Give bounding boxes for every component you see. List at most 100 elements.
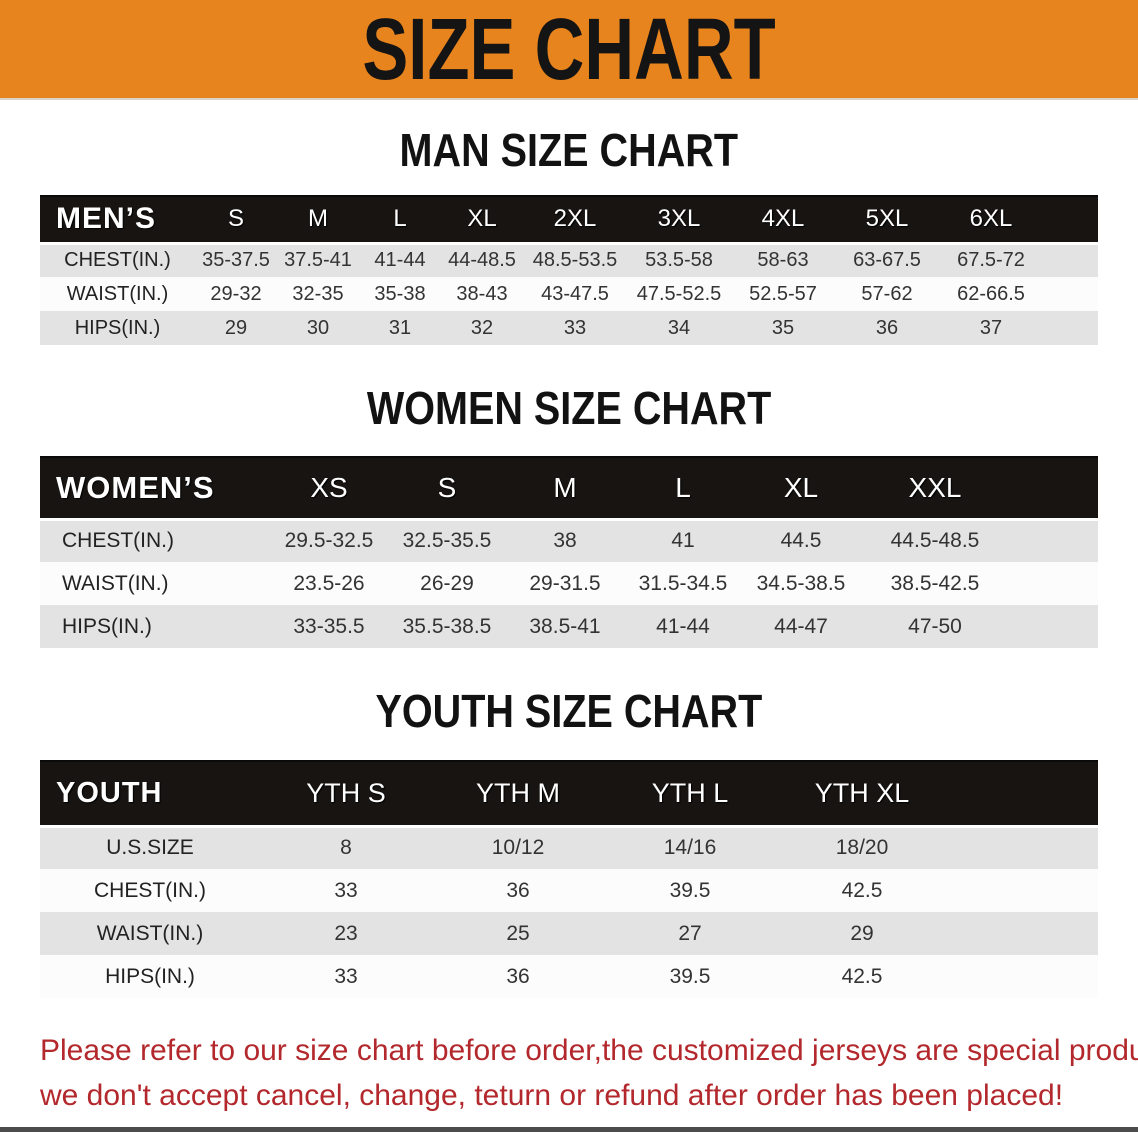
men-cell-value: 43-47.5: [523, 277, 627, 311]
women-row-label: HIPS(IN.): [40, 605, 270, 648]
women-size-table-container: WOMEN’S XS S M L XL XXL CHEST(IN.) 29.5-32.5 32.5…: [0, 456, 1138, 648]
row-spacer: [948, 869, 1098, 912]
men-cell-value: 38-43: [441, 277, 523, 311]
youth-size-table: YOUTH YTH S YTH M YTH L YTH XL U.S.SIZE 8 10/12…: [40, 760, 1098, 998]
men-table-row: HIPS(IN.) 29 30 31 32 33 34 35 36 37: [40, 311, 1098, 345]
men-cell-value: 57-62: [835, 277, 939, 311]
men-column-header: 4XL: [731, 195, 835, 245]
women-column-header: S: [388, 456, 506, 521]
youth-table-row: HIPS(IN.) 33 36 39.5 42.5: [40, 955, 1098, 998]
women-cell-value: 38.5-41: [506, 605, 624, 648]
women-cell-value: 47-50: [860, 605, 1010, 648]
youth-column-header: YTH S: [260, 760, 432, 828]
banner-title: SIZE CHART: [362, 0, 776, 98]
youth-table-row: CHEST(IN.) 33 36 39.5 42.5: [40, 869, 1098, 912]
youth-size-chart-heading: YOUTH SIZE CHART: [375, 685, 763, 737]
youth-row-label: WAIST(IN.): [40, 912, 260, 955]
men-column-header: 3XL: [627, 195, 731, 245]
youth-table-row: U.S.SIZE 8 10/12 14/16 18/20: [40, 826, 1098, 869]
youth-cell-value: 33: [260, 955, 432, 998]
youth-header-row: YOUTH YTH S YTH M YTH L YTH XL: [40, 760, 1098, 828]
youth-table-title: YOUTH: [40, 760, 260, 828]
men-cell-value: 44-48.5: [441, 243, 523, 277]
women-header-row: WOMEN’S XS S M L XL XXL: [40, 456, 1098, 521]
women-cell-value: 29.5-32.5: [270, 519, 388, 562]
men-cell-value: 32-35: [277, 277, 359, 311]
men-cell-value: 52.5-57: [731, 277, 835, 311]
header-spacer: [1010, 456, 1098, 521]
youth-cell-value: 14/16: [604, 826, 776, 869]
women-cell-value: 44.5-48.5: [860, 519, 1010, 562]
youth-row-label: HIPS(IN.): [40, 955, 260, 998]
youth-cell-value: 42.5: [776, 955, 948, 998]
youth-cell-value: 10/12: [432, 826, 604, 869]
men-cell-value: 37: [939, 311, 1043, 345]
men-cell-value: 36: [835, 311, 939, 345]
youth-cell-value: 29: [776, 912, 948, 955]
men-row-label: WAIST(IN.): [40, 277, 195, 311]
men-cell-value: 67.5-72: [939, 243, 1043, 277]
women-table-title: WOMEN’S: [40, 456, 270, 521]
men-size-table: MEN’S S M L XL 2XL 3XL 4XL 5XL 6XL CHEST(IN.) 35-37…: [40, 195, 1098, 345]
women-row-label: WAIST(IN.): [40, 562, 270, 605]
women-cell-value: 34.5-38.5: [742, 562, 860, 605]
men-column-header: S: [195, 195, 277, 245]
youth-cell-value: 27: [604, 912, 776, 955]
women-cell-value: 33-35.5: [270, 605, 388, 648]
disclaimer-line-1: Please refer to our size chart before or…: [40, 1034, 1138, 1067]
men-table-row: WAIST(IN.) 29-32 32-35 35-38 38-43 43-47.5 47.…: [40, 277, 1098, 311]
men-cell-value: 29: [195, 311, 277, 345]
women-cell-value: 35.5-38.5: [388, 605, 506, 648]
men-size-table-container: MEN’S S M L XL 2XL 3XL 4XL 5XL 6XL CHEST(IN.) 35-37…: [0, 195, 1138, 345]
men-column-header: 5XL: [835, 195, 939, 245]
header-spacer: [1043, 195, 1098, 245]
men-cell-value: 41-44: [359, 243, 441, 277]
men-column-header: 6XL: [939, 195, 1043, 245]
youth-row-label: CHEST(IN.): [40, 869, 260, 912]
row-spacer: [1010, 519, 1098, 562]
men-table-title: MEN’S: [40, 195, 195, 245]
men-column-header: L: [359, 195, 441, 245]
row-spacer: [1043, 243, 1098, 277]
section-women: WOMEN SIZE CHART WOMEN’S XS S M L XL XXL CHEST(…: [0, 385, 1138, 648]
women-table-row: WAIST(IN.) 23.5-26 26-29 29-31.5 31.5-34.5 34…: [40, 562, 1098, 605]
youth-cell-value: 39.5: [604, 955, 776, 998]
women-cell-value: 44.5: [742, 519, 860, 562]
disclaimer-text: Please refer to our size chart before or…: [40, 1028, 1138, 1118]
men-column-header: 2XL: [523, 195, 627, 245]
women-cell-value: 44-47: [742, 605, 860, 648]
women-cell-value: 38.5-42.5: [860, 562, 1010, 605]
men-cell-value: 35-38: [359, 277, 441, 311]
banner: SIZE CHART: [0, 0, 1138, 100]
men-cell-value: 63-67.5: [835, 243, 939, 277]
bottom-edge-bar: [0, 1127, 1138, 1132]
men-row-label: HIPS(IN.): [40, 311, 195, 345]
women-column-header: XL: [742, 456, 860, 521]
row-spacer: [948, 912, 1098, 955]
women-cell-value: 29-31.5: [506, 562, 624, 605]
youth-cell-value: 23: [260, 912, 432, 955]
men-cell-value: 62-66.5: [939, 277, 1043, 311]
women-cell-value: 41: [624, 519, 742, 562]
men-size-chart-heading: MAN SIZE CHART: [399, 124, 739, 176]
women-row-label: CHEST(IN.): [40, 519, 270, 562]
disclaimer-line-2: we don't accept cancel, change, teturn o…: [40, 1079, 1064, 1112]
section-men: MAN SIZE CHART MEN’S S M L XL 2XL 3XL 4XL 5XL 6XL…: [0, 127, 1138, 345]
header-spacer: [948, 760, 1098, 828]
youth-cell-value: 8: [260, 826, 432, 869]
women-column-header: L: [624, 456, 742, 521]
men-column-header: XL: [441, 195, 523, 245]
women-cell-value: 38: [506, 519, 624, 562]
women-table-row: CHEST(IN.) 29.5-32.5 32.5-35.5 38 41 44.5 44.5…: [40, 519, 1098, 562]
youth-column-header: YTH XL: [776, 760, 948, 828]
women-cell-value: 32.5-35.5: [388, 519, 506, 562]
men-table-row: CHEST(IN.) 35-37.5 37.5-41 41-44 44-48.5 48.5…: [40, 243, 1098, 277]
youth-cell-value: 25: [432, 912, 604, 955]
row-spacer: [948, 826, 1098, 869]
women-column-header: XS: [270, 456, 388, 521]
women-table-row: HIPS(IN.) 33-35.5 35.5-38.5 38.5-41 41-44 44-…: [40, 605, 1098, 648]
youth-cell-value: 42.5: [776, 869, 948, 912]
men-cell-value: 35-37.5: [195, 243, 277, 277]
men-cell-value: 47.5-52.5: [627, 277, 731, 311]
women-cell-value: 23.5-26: [270, 562, 388, 605]
